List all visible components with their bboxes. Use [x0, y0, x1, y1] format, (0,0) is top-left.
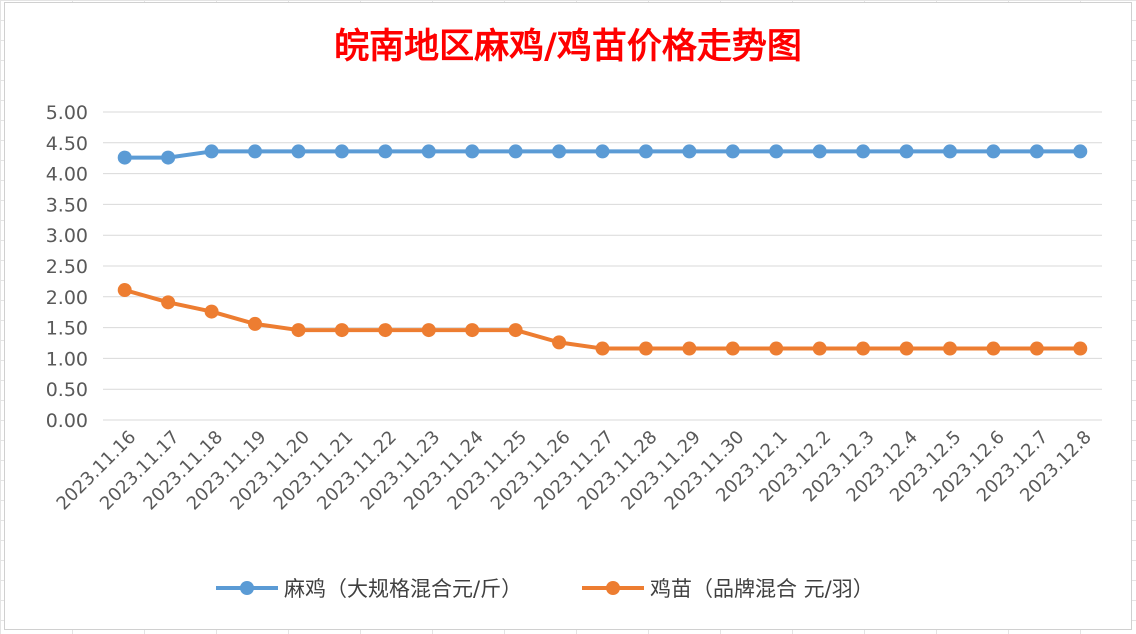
data-point — [465, 323, 480, 338]
data-point — [682, 341, 697, 356]
data-point — [378, 144, 393, 159]
y-tick-label: 0.00 — [46, 410, 88, 432]
data-point — [291, 144, 306, 159]
y-tick-label: 1.50 — [46, 318, 88, 340]
data-point — [334, 323, 349, 338]
data-point — [1029, 341, 1044, 356]
data-point — [204, 304, 219, 319]
data-point — [161, 295, 176, 310]
data-point — [769, 341, 784, 356]
legend-label: 麻鸡（大规格混合元/斤） — [284, 577, 522, 601]
legend-swatch-marker — [240, 581, 254, 595]
chart-title: 皖南地区麻鸡/鸡苗价格走势图 — [334, 26, 802, 67]
data-point — [595, 144, 610, 159]
data-point — [812, 144, 827, 159]
data-point — [161, 150, 176, 165]
data-point — [595, 341, 610, 356]
data-point — [812, 341, 827, 356]
y-tick-label: 2.50 — [46, 256, 88, 278]
data-point — [552, 335, 567, 350]
data-point — [117, 150, 132, 165]
data-point — [117, 283, 132, 298]
data-point — [1073, 144, 1088, 159]
data-point — [378, 323, 393, 338]
data-point — [769, 144, 784, 159]
data-point — [942, 341, 957, 356]
y-tick-label: 4.00 — [46, 164, 88, 186]
y-tick-label: 3.50 — [46, 194, 88, 216]
y-tick-label: 0.50 — [46, 379, 88, 401]
y-tick-label: 1.00 — [46, 348, 88, 370]
data-point — [1029, 144, 1044, 159]
data-point — [986, 144, 1001, 159]
data-point — [465, 144, 480, 159]
data-point — [291, 323, 306, 338]
data-point — [899, 341, 914, 356]
data-point — [421, 323, 436, 338]
data-point — [899, 144, 914, 159]
chart-frame[interactable] — [4, 2, 1132, 630]
data-point — [856, 144, 871, 159]
data-point — [421, 144, 436, 159]
data-point — [725, 144, 740, 159]
data-point — [856, 341, 871, 356]
x-axis-tick-labels: 2023.11.162023.11.172023.11.182023.11.19… — [53, 427, 1096, 515]
data-point — [1073, 341, 1088, 356]
series-layer — [117, 144, 1088, 356]
data-point — [248, 316, 263, 331]
data-point — [725, 341, 740, 356]
y-tick-label: 5.00 — [46, 102, 88, 124]
data-point — [942, 144, 957, 159]
data-point — [986, 341, 1001, 356]
data-point — [638, 144, 653, 159]
data-point — [334, 144, 349, 159]
data-point — [508, 323, 523, 338]
y-tick-label: 2.00 — [46, 287, 88, 309]
legend-swatch-marker — [606, 581, 620, 595]
legend: 麻鸡（大规格混合元/斤） 鸡苗（品牌混合 元/羽） — [216, 577, 874, 601]
legend-item-2: 鸡苗（品牌混合 元/羽） — [582, 577, 874, 601]
y-tick-label: 4.50 — [46, 133, 88, 155]
y-tick-label: 3.00 — [46, 225, 88, 247]
data-point — [204, 144, 219, 159]
data-point — [508, 144, 523, 159]
legend-item-1: 麻鸡（大规格混合元/斤） — [216, 577, 522, 601]
data-point — [682, 144, 697, 159]
data-point — [248, 144, 263, 159]
series-line-2 — [124, 288, 1081, 351]
y-axis-tick-labels: 0.00 0.50 1.00 1.50 2.00 2.50 3.00 3.50 4.00 4.50… — [46, 102, 88, 432]
legend-label: 鸡苗（品牌混合 元/羽） — [650, 577, 874, 601]
data-point — [552, 144, 567, 159]
data-point — [638, 341, 653, 356]
